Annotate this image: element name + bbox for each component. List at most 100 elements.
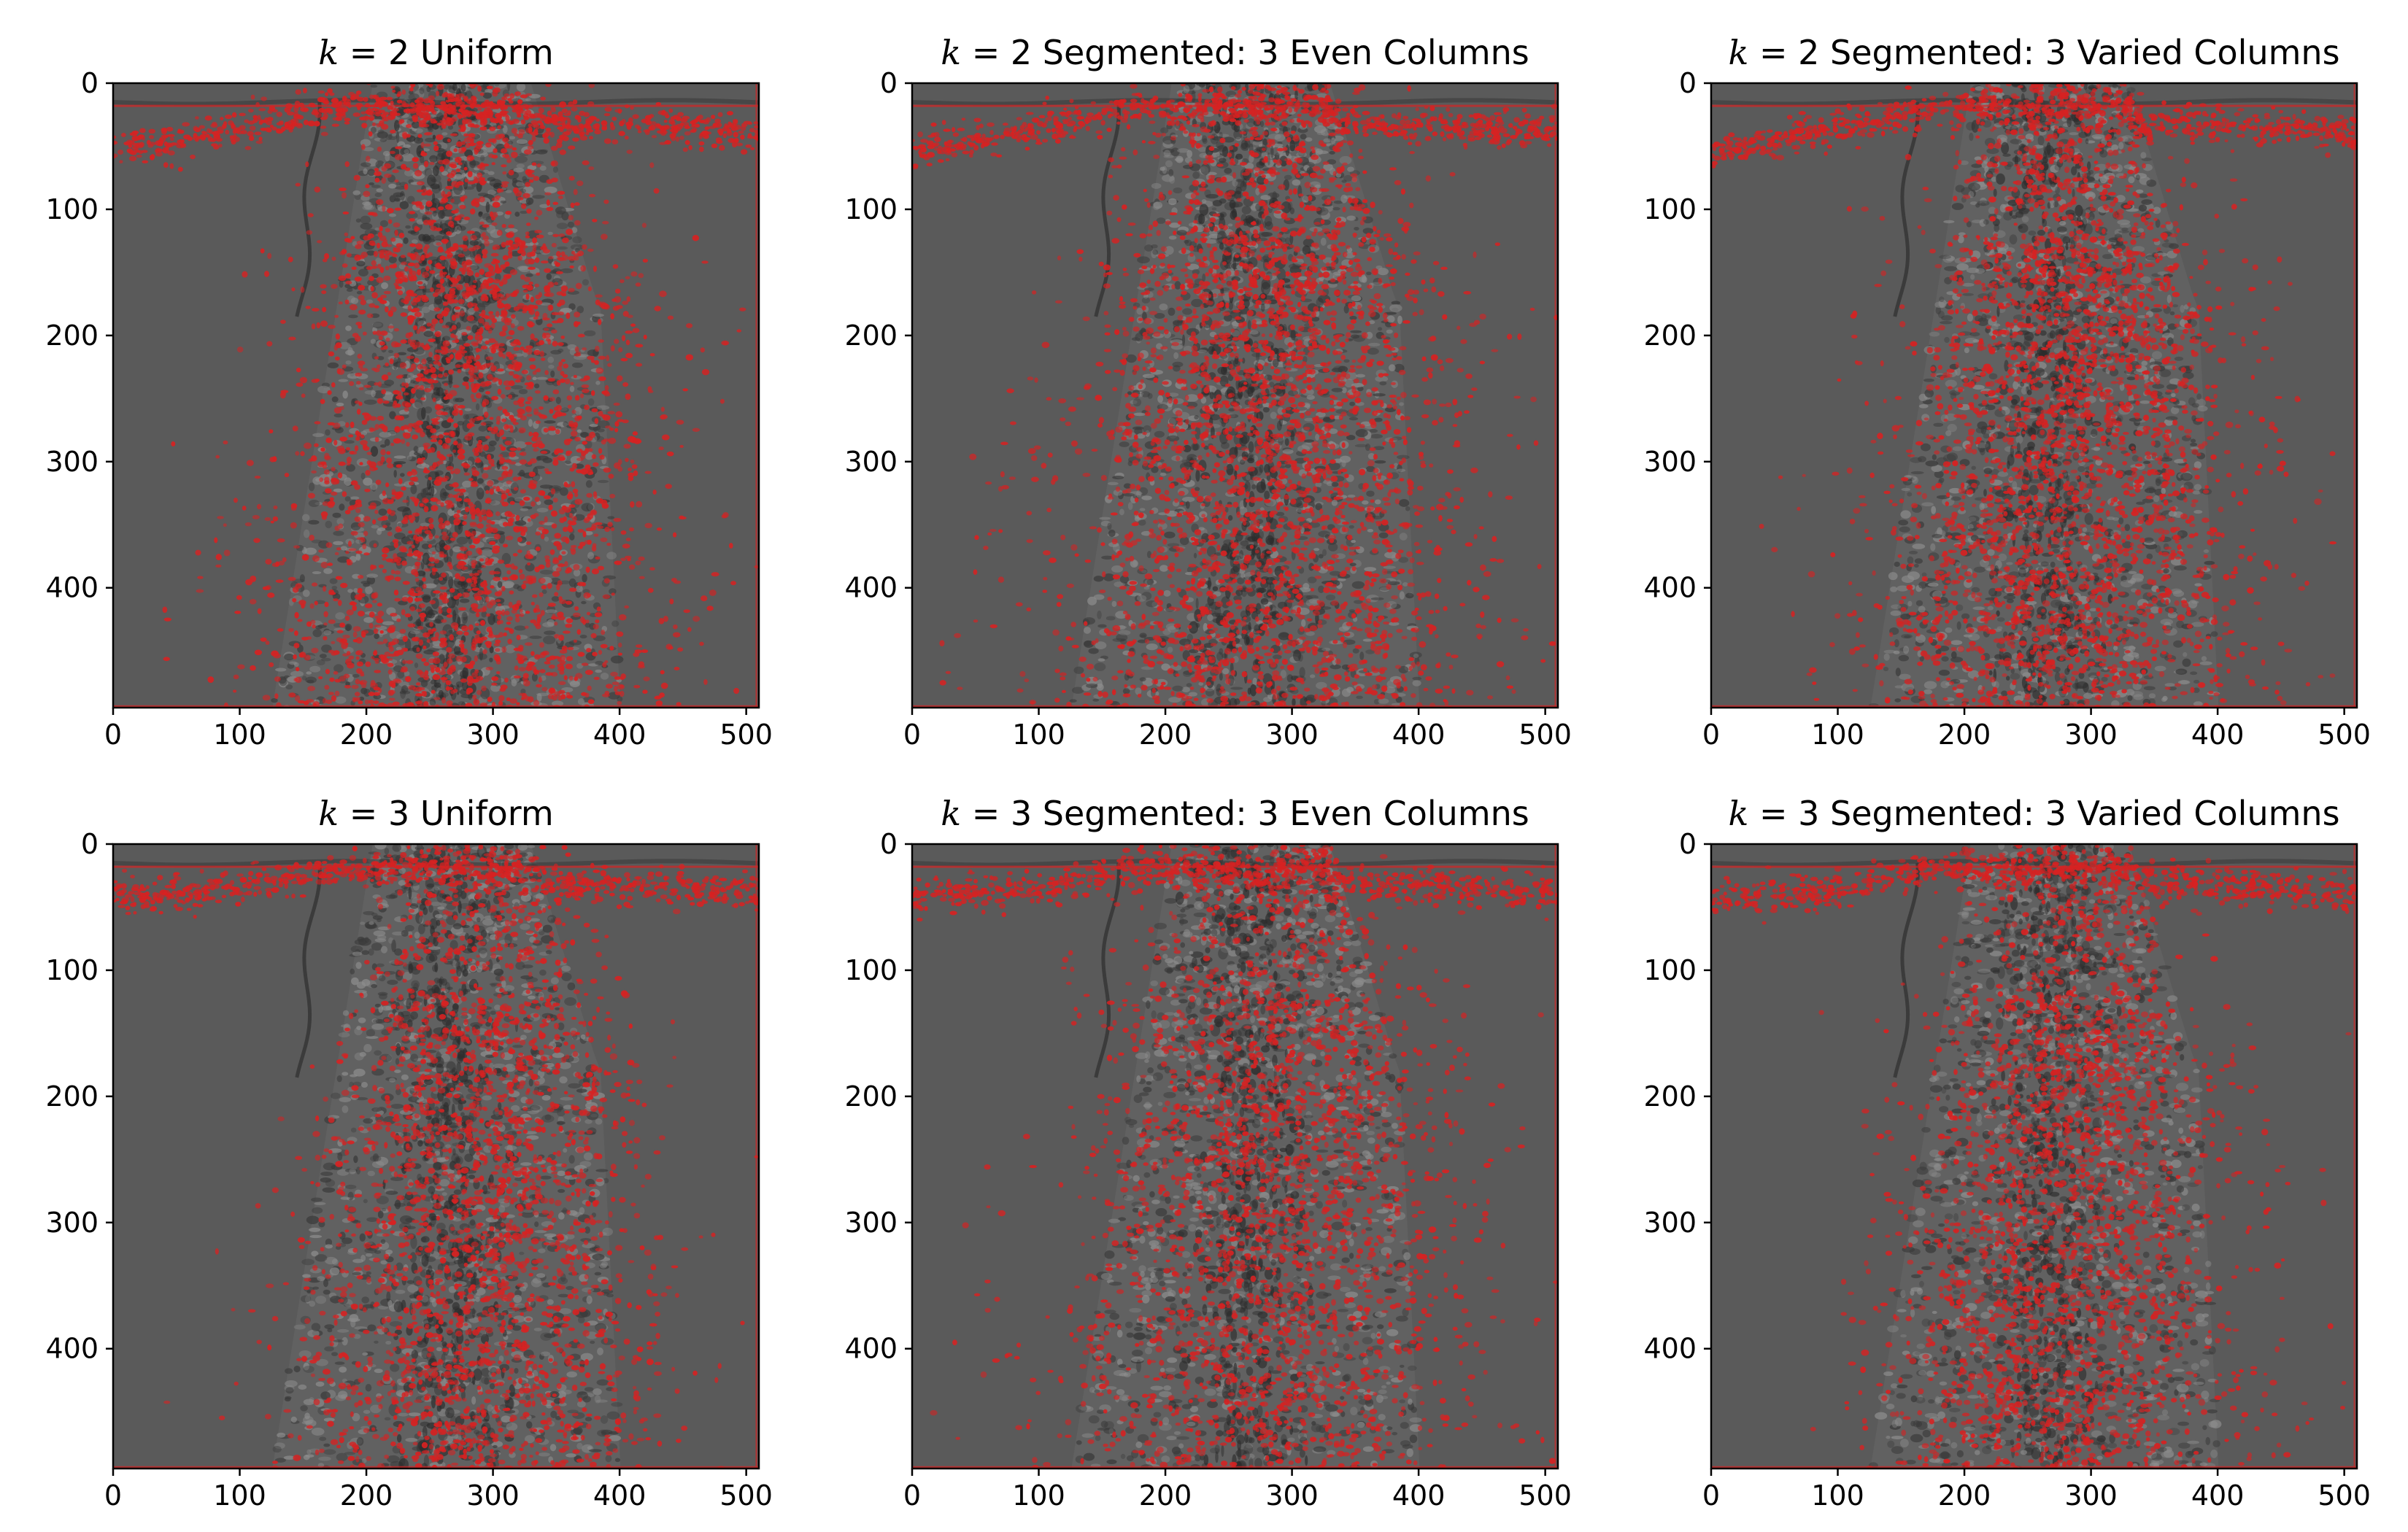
texture-speck — [522, 176, 528, 182]
overlay-point — [566, 312, 571, 320]
dark-band-speck — [422, 283, 427, 296]
overlay-point — [438, 517, 444, 524]
overlay-point — [327, 422, 336, 426]
overlay-point — [447, 293, 454, 299]
texture-speck — [369, 230, 380, 235]
overlay-point — [529, 662, 536, 666]
overlay-point — [430, 207, 437, 212]
overlay-point — [518, 692, 526, 696]
texture-speck — [547, 619, 555, 627]
texture-speck — [544, 420, 556, 424]
texture-speck — [333, 541, 344, 546]
overlay-point — [560, 285, 568, 292]
overlay-point — [593, 676, 600, 681]
overlay-point — [585, 527, 594, 532]
overlay-point — [516, 447, 522, 451]
dark-band-speck — [432, 209, 437, 217]
overlay-point — [552, 414, 557, 419]
overlay-point — [491, 222, 498, 226]
overlay-point — [328, 649, 335, 654]
overlay-point — [368, 212, 375, 216]
overlay-point — [574, 312, 581, 318]
overlay-point — [472, 447, 479, 454]
overlay-point — [527, 396, 533, 401]
overlay-point — [635, 282, 641, 287]
overlay-point — [437, 362, 441, 367]
overlay-point — [522, 673, 529, 679]
dark-band-speck — [455, 425, 460, 438]
overlay-point — [593, 624, 599, 630]
dark-band-speck — [427, 174, 436, 187]
overlay-point — [476, 457, 481, 463]
overlay-point — [485, 613, 491, 617]
overlay-point — [277, 628, 284, 632]
overlay-point — [495, 599, 501, 603]
overlay-point — [490, 365, 497, 372]
overlay-point — [390, 569, 395, 575]
overlay-point — [535, 604, 540, 611]
overlay-point — [356, 661, 363, 667]
overlay-point — [623, 444, 631, 449]
overlay-point — [447, 418, 454, 423]
overlay-point — [586, 611, 591, 616]
overlay-point — [554, 634, 560, 639]
overlay-point — [557, 695, 563, 701]
overlay-point — [394, 492, 401, 500]
texture-speck — [346, 624, 351, 632]
overlay-point — [533, 700, 540, 706]
overlay-point — [363, 552, 370, 556]
membrane-point — [166, 126, 174, 132]
texture-speck — [527, 165, 537, 171]
overlay-point — [501, 493, 507, 500]
overlay-point — [527, 562, 531, 566]
overlay-point — [549, 687, 555, 693]
overlay-point — [335, 342, 342, 349]
texture-speck — [342, 390, 348, 399]
overlay-point — [535, 294, 541, 300]
overlay-point — [468, 290, 474, 295]
texture-speck — [587, 552, 595, 560]
overlay-point — [504, 459, 512, 463]
overlay-point — [581, 662, 589, 666]
texture-speck — [350, 496, 360, 500]
overlay-point — [416, 682, 421, 686]
overlay-point — [480, 295, 487, 302]
overlay-point — [452, 449, 457, 453]
overlay-point — [426, 638, 431, 643]
overlay-point — [517, 476, 522, 481]
overlay-point — [417, 591, 424, 595]
texture-speck — [544, 186, 557, 194]
texture-speck — [517, 139, 528, 144]
overlay-point — [571, 481, 576, 488]
overlay-point — [428, 352, 433, 357]
overlay-point — [350, 601, 355, 605]
overlay-point — [518, 667, 527, 672]
overlay-point — [613, 517, 622, 522]
overlay-point — [345, 658, 352, 665]
overlay-point — [618, 652, 622, 656]
texture-speck — [339, 279, 344, 288]
overlay-point — [496, 187, 502, 193]
overlay-point — [411, 498, 420, 503]
texture-speck — [609, 588, 617, 595]
overlay-point — [389, 358, 394, 365]
overlay-point — [441, 197, 449, 204]
dark-band-speck — [431, 485, 435, 497]
dark-band-speck — [489, 657, 493, 662]
overlay-point — [647, 587, 654, 593]
texture-speck — [536, 455, 549, 461]
overlay-point — [288, 627, 294, 632]
overlay-point — [584, 517, 592, 522]
overlay-point — [441, 443, 448, 449]
overlay-point — [497, 342, 505, 347]
overlay-point — [416, 647, 420, 652]
texture-speck — [544, 499, 554, 506]
overlay-point — [421, 295, 429, 303]
overlay-point — [587, 468, 593, 476]
overlay-point — [574, 202, 580, 206]
overlay-point — [408, 276, 414, 282]
texture-speck — [589, 424, 598, 428]
overlay-point — [354, 692, 360, 697]
overlay-point — [402, 659, 408, 665]
overlay-point — [571, 409, 576, 414]
